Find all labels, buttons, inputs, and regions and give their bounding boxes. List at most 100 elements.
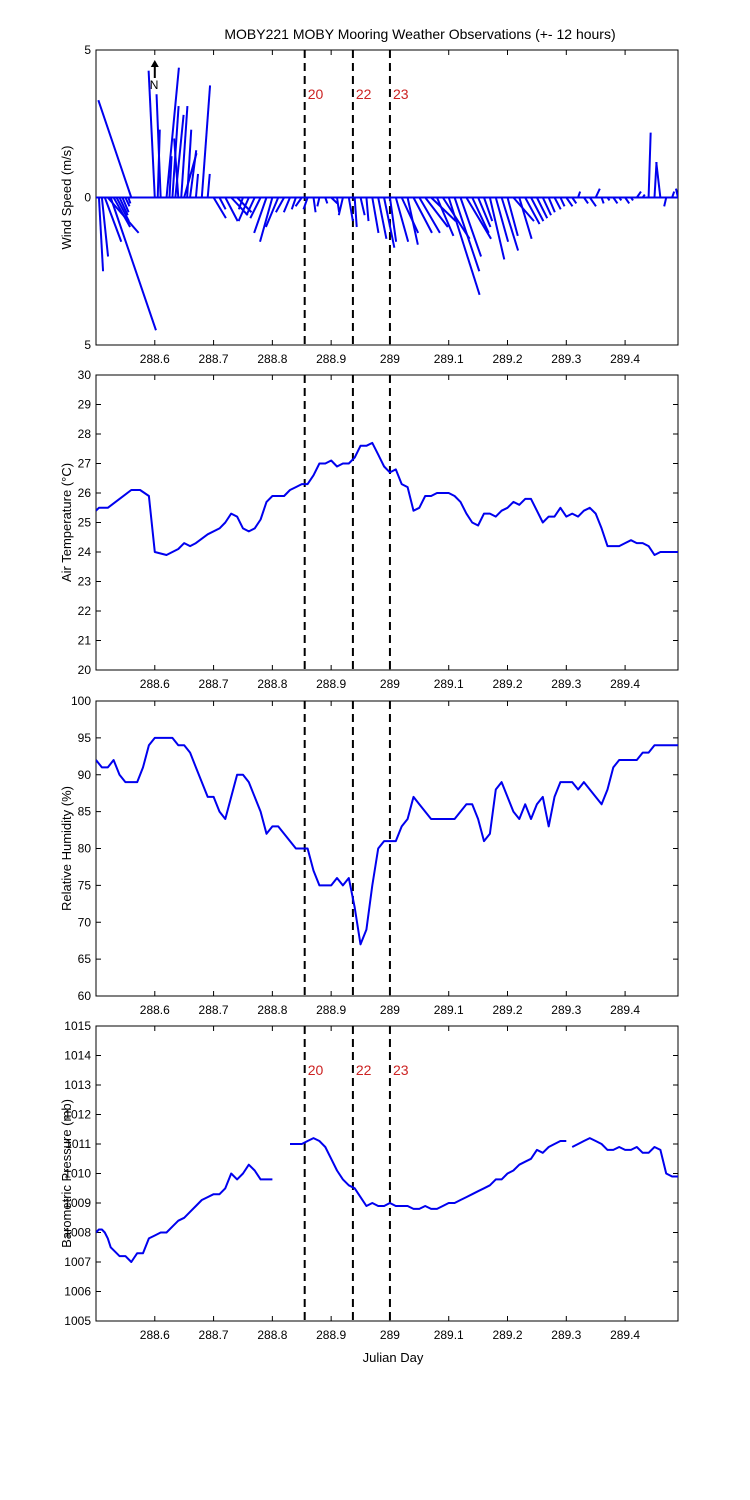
wind-stick (302, 197, 309, 210)
y-tick-label: 1009 (64, 1196, 91, 1210)
barometric-pressure-panel: 288.6 288.7 288.8 288.9 289 289.1 289.2 289.3 28… (59, 1019, 679, 1342)
wind-stick (583, 196, 589, 204)
wind-stick (353, 197, 358, 228)
wind-stick (336, 197, 341, 213)
relative-humidity-panel: 288.6 288.7 288.8 288.9 289 289.1 289.2 289.3 28… (59, 694, 679, 1017)
wind-stick (577, 191, 582, 198)
data-line (96, 736, 678, 946)
wind-stick (282, 197, 291, 213)
y-tick-label: 70 (78, 915, 92, 929)
wind-stick (388, 197, 398, 242)
wind-stick (400, 197, 420, 234)
event-label: 22 (356, 1062, 372, 1078)
wind-stick (245, 197, 256, 216)
wind-stick (371, 197, 380, 234)
x-tick-label: 289 (380, 1003, 400, 1017)
x-tick-label: 289.2 (492, 1328, 522, 1342)
wind-stick (406, 197, 419, 245)
x-tick-label: 289.1 (434, 352, 464, 366)
wind-stick (547, 197, 556, 213)
y-tick-label: 60 (78, 989, 92, 1003)
wind-stick (647, 132, 652, 198)
wind-stick (541, 197, 552, 216)
wind-stick (97, 99, 133, 198)
x-tick-label: 288.6 (140, 677, 170, 691)
y-tick-label: 20 (78, 663, 92, 677)
wind-stick (524, 197, 541, 225)
event-label: 20 (308, 86, 324, 102)
wind-stick (571, 196, 578, 204)
wind-stick (330, 196, 339, 205)
wind-stick (471, 197, 490, 234)
x-tick-label: 289.3 (551, 1328, 581, 1342)
y-tick-label: 5 (84, 338, 91, 352)
wind-stick (337, 197, 344, 216)
wind-stick (312, 197, 317, 213)
wind-stick (97, 197, 105, 272)
wind-stick (316, 197, 321, 207)
y-tick-label: 1015 (64, 1019, 91, 1033)
x-tick-label: 288.7 (199, 352, 229, 366)
y-axis-label: Wind Speed (m/s) (59, 145, 74, 249)
wind-stick (436, 197, 455, 237)
wind-stick (663, 197, 668, 207)
data-layer (96, 736, 678, 946)
wind-stick (112, 197, 131, 228)
y-tick-label: 0 (84, 191, 91, 205)
wind-stick (290, 197, 297, 210)
x-tick-label: 289.1 (434, 677, 464, 691)
event-label: 22 (356, 86, 372, 102)
y-tick-label: 23 (78, 575, 92, 589)
y-tick-label: 5 (84, 43, 91, 57)
x-tick-label: 288.9 (316, 677, 346, 691)
wind-stick (194, 173, 199, 198)
wind-stick (655, 161, 662, 198)
wind-stick (224, 197, 239, 222)
wind-stick (359, 197, 366, 216)
x-tick-label: 288.8 (257, 1003, 287, 1017)
data-line (290, 1137, 567, 1210)
wind-stick (377, 197, 388, 239)
data-line (96, 441, 678, 556)
wind-stick (109, 197, 157, 331)
wind-speed-panel: 288.6 288.7 288.8 288.9 289 289.1 289.2 289.3 28… (59, 43, 679, 366)
figure-title: MOBY221 MOBY Mooring Weather Observation… (224, 26, 615, 42)
wind-stick (127, 197, 132, 204)
x-tick-label: 288.8 (257, 677, 287, 691)
wind-stick (488, 197, 506, 260)
wind-stick (237, 197, 244, 210)
y-tick-label: 24 (78, 545, 92, 559)
wind-stick (430, 196, 457, 222)
x-tick-label: 289.3 (551, 1003, 581, 1017)
wind-stick (588, 196, 597, 207)
x-tick-label: 289.2 (492, 352, 522, 366)
y-tick-label: 26 (78, 486, 92, 500)
wind-stick (671, 191, 676, 198)
data-layer (96, 441, 678, 556)
air-temperature-panel: 288.6 288.7 288.8 288.9 289 289.1 289.2 289.3 28… (59, 368, 679, 691)
wind-stick (394, 197, 410, 243)
y-tick-label: 1013 (64, 1078, 91, 1092)
x-tick-label: 289.3 (551, 352, 581, 366)
wind-stick (365, 197, 370, 222)
wind-stick (494, 197, 510, 243)
x-tick-label: 288.8 (257, 1328, 287, 1342)
wind-stick (459, 197, 483, 257)
y-tick-label: 75 (78, 878, 92, 892)
x-tick-label: 289.4 (610, 1003, 640, 1017)
wind-stick (600, 197, 605, 204)
data-line (571, 1137, 678, 1178)
north-label: N (150, 78, 159, 92)
wind-stick (536, 197, 549, 219)
x-tick-label: 289.4 (610, 1328, 640, 1342)
wind-stick (124, 197, 131, 207)
y-tick-label: 1007 (64, 1255, 91, 1269)
x-tick-label: 288.6 (140, 1003, 170, 1017)
x-tick-label: 289 (380, 352, 400, 366)
wind-stick (168, 156, 173, 198)
y-axis-label: Barometric Pressure (mb) (59, 1099, 74, 1248)
wind-stick (465, 196, 492, 240)
x-tick-label: 288.7 (199, 677, 229, 691)
y-tick-label: 25 (78, 516, 92, 530)
